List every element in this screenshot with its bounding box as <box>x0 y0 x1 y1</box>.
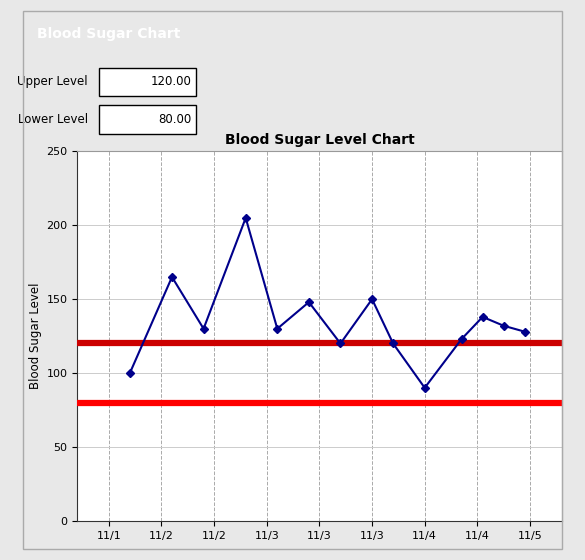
Text: Blood Sugar Chart: Blood Sugar Chart <box>37 27 180 41</box>
Text: 80.00: 80.00 <box>158 113 191 126</box>
Text: Upper Level: Upper Level <box>18 76 88 88</box>
FancyBboxPatch shape <box>99 105 195 133</box>
Title: Blood Sugar Level Chart: Blood Sugar Level Chart <box>225 133 414 147</box>
FancyBboxPatch shape <box>99 68 195 96</box>
Text: Lower Level: Lower Level <box>18 113 88 126</box>
Text: 120.00: 120.00 <box>150 76 191 88</box>
Y-axis label: Blood Sugar Level: Blood Sugar Level <box>29 283 42 389</box>
